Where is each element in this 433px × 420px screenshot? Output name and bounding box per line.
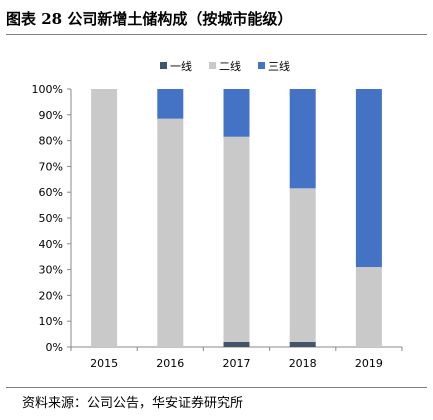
bar-2015-series-2 xyxy=(91,89,118,347)
legend-label-2: 二线 xyxy=(219,59,241,73)
y-tick-label-5: 50% xyxy=(39,212,63,225)
y-tick-label-2: 20% xyxy=(39,289,63,302)
y-tick-label-10: 100% xyxy=(32,83,63,96)
y-tick-label-8: 80% xyxy=(39,135,63,148)
bar-2018-series-1 xyxy=(289,341,316,347)
legend-label-1: 一线 xyxy=(170,59,192,73)
y-tick-label-6: 60% xyxy=(39,186,63,199)
bar-2017-series-3 xyxy=(223,89,250,137)
x-tick-label-2015: 2015 xyxy=(90,357,118,370)
bar-2018-series-2 xyxy=(289,188,316,342)
bar-2016-series-3 xyxy=(157,89,184,119)
y-tick-label-4: 40% xyxy=(39,238,63,251)
x-tick-label-2017: 2017 xyxy=(223,357,251,370)
legend-swatch-3 xyxy=(258,62,265,69)
x-tick-label-2016: 2016 xyxy=(156,357,184,370)
bar-2016-series-2 xyxy=(157,118,184,347)
y-tick-label-3: 30% xyxy=(39,264,63,277)
y-tick-label-0: 0% xyxy=(46,341,63,354)
legend-swatch-2 xyxy=(209,62,216,69)
x-tick-label-2018: 2018 xyxy=(289,357,317,370)
y-tick-label-7: 70% xyxy=(39,160,63,173)
y-tick-label-1: 10% xyxy=(39,315,63,328)
title-divider xyxy=(6,34,427,35)
bar-2019-series-3 xyxy=(355,89,382,268)
x-tick-label-2019: 2019 xyxy=(355,357,383,370)
chart-title: 图表 28 公司新增土储构成（按城市能级） xyxy=(6,10,293,28)
bar-2017-series-2 xyxy=(223,136,250,342)
bar-2017-series-1 xyxy=(223,341,250,347)
y-tick-label-9: 90% xyxy=(39,109,63,122)
legend-swatch-1 xyxy=(160,62,167,69)
bar-2019-series-2 xyxy=(355,267,382,347)
source-note: 资料来源：公司公告，华安证券研究所 xyxy=(22,396,244,411)
source-divider xyxy=(6,387,427,388)
legend-label-3: 三线 xyxy=(268,59,290,73)
stacked-bar-chart: 一线 二线 三线 0% 10% 20% 30% 40% 50% 60% 70% 80% 90% 100% 2… xyxy=(32,59,403,370)
bar-2018-series-3 xyxy=(289,89,316,189)
